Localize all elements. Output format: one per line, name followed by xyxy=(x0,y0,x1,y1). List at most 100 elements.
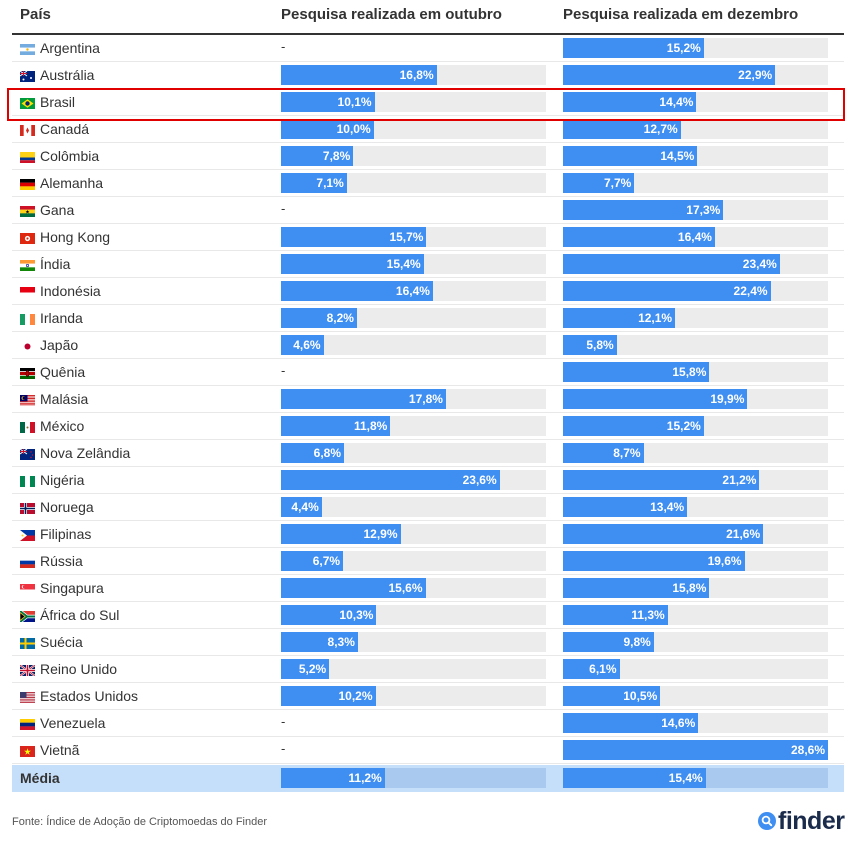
bar-oct: 8,2% xyxy=(281,308,357,328)
bar-track-oct: 5,2% xyxy=(281,659,546,679)
canada-flag xyxy=(20,123,36,136)
bar-track-dec: 21,2% xyxy=(563,470,828,490)
table-row: África do Sul 10,3% 11,3% xyxy=(12,602,844,629)
bar-track-dec: 23,4% xyxy=(563,254,828,274)
header-october: Pesquisa realizada em outubro xyxy=(281,6,502,23)
country-name: África do Sul xyxy=(40,607,120,623)
country-name: Suécia xyxy=(40,634,83,650)
table-row: Colômbia 7,8% 14,5% xyxy=(12,143,844,170)
south-africa-flag xyxy=(18,609,35,624)
country-name: Argentina xyxy=(40,40,100,56)
bar-track-dec: 17,3% xyxy=(563,200,828,220)
bar-oct: 16,4% xyxy=(281,281,433,301)
bar-track-oct: 11,8% xyxy=(281,416,546,436)
country-name: Brasil xyxy=(40,94,76,110)
value-label: 12,7% xyxy=(643,122,678,136)
bar-oct: 10,2% xyxy=(281,686,376,706)
table-row: Índia 15,4% 23,4% xyxy=(12,251,844,278)
bar-track-dec: 15,8% xyxy=(563,362,828,382)
value-label: 15,4% xyxy=(668,771,703,785)
value-label: 14,4% xyxy=(659,95,694,109)
value-label: 10,2% xyxy=(338,689,373,703)
value-label: 10,0% xyxy=(336,122,371,136)
bar-dec: 21,2% xyxy=(563,470,760,490)
no-data-label: - xyxy=(281,741,286,756)
sweden-flag xyxy=(20,636,35,649)
bar-dec: 5,8% xyxy=(563,335,617,355)
country-name: Indonésia xyxy=(40,283,101,299)
bar-oct: 23,6% xyxy=(281,470,500,490)
value-label: 10,3% xyxy=(339,608,374,622)
bar-dec: 15,2% xyxy=(563,38,704,58)
bar-track-dec: 16,4% xyxy=(563,227,828,247)
bar-track-dec: 15,8% xyxy=(563,578,828,598)
bar-oct: 7,8% xyxy=(281,146,354,166)
country-name: Gana xyxy=(40,202,75,218)
brazil-flag xyxy=(20,96,35,109)
country-name: Venezuela xyxy=(40,715,106,731)
value-label: 5,2% xyxy=(298,662,327,676)
bar-dec: 22,4% xyxy=(563,281,771,301)
bar-dec: 19,6% xyxy=(563,551,745,571)
bar-track-oct: 23,6% xyxy=(281,470,546,490)
bar-dec: 12,1% xyxy=(563,308,676,328)
table-row: Indonésia 16,4% 22,4% xyxy=(12,278,844,305)
hong-kong-flag xyxy=(20,231,35,244)
value-label: 15,6% xyxy=(388,581,423,595)
bar-track-dec: 22,9% xyxy=(563,65,828,85)
bar-dec: 8,7% xyxy=(563,443,644,463)
average-row: Média 11,2% 15,4% xyxy=(12,765,844,792)
bar-track-oct: 15,4% xyxy=(281,254,546,274)
bar-track-dec: 5,8% xyxy=(563,335,828,355)
argentina-flag xyxy=(20,42,35,56)
bar-track-dec: 14,5% xyxy=(563,146,828,166)
value-label: 12,9% xyxy=(363,527,398,541)
bar-track-oct: 11,2% xyxy=(281,768,546,788)
table-row: Brasil 10,1% 14,4% xyxy=(12,89,844,116)
bar-track-oct: - xyxy=(281,200,546,220)
bar-track-dec: 13,4% xyxy=(563,497,828,517)
no-data-label: - xyxy=(281,201,286,216)
value-label: 11,2% xyxy=(348,771,382,785)
bar-dec: 15,8% xyxy=(563,362,710,382)
bar-track-oct: - xyxy=(281,740,546,760)
bar-dec: 12,7% xyxy=(563,119,681,139)
value-label: 8,3% xyxy=(327,635,355,649)
value-label: 22,4% xyxy=(733,284,768,298)
table-row: Irlanda 8,2% 12,1% xyxy=(12,305,844,332)
value-label: 8,2% xyxy=(326,311,354,325)
bar-oct: 15,6% xyxy=(281,578,426,598)
table-row: Rússia 6,7% 19,6% xyxy=(12,548,844,575)
bar-track-oct: 8,3% xyxy=(281,632,546,652)
table-row: Canadá 10,0% 12,7% xyxy=(12,116,844,143)
value-label: 15,7% xyxy=(389,230,424,244)
bar-track-oct: 10,0% xyxy=(281,119,546,139)
bar-oct: 16,8% xyxy=(281,65,437,85)
bar-dec: 14,4% xyxy=(563,92,697,112)
table-row: Reino Unido 5,2% 6,1% xyxy=(12,656,844,683)
bar-oct: 4,4% xyxy=(281,497,322,517)
value-label: 7,1% xyxy=(316,176,344,190)
no-data-label: - xyxy=(281,39,286,54)
country-name: Canadá xyxy=(40,121,90,137)
bar-track-oct: 10,1% xyxy=(281,92,546,112)
value-label: 11,3% xyxy=(631,608,665,622)
bar-track-oct: - xyxy=(281,713,546,733)
table-row: Suécia 8,3% 9,8% xyxy=(12,629,844,656)
bar-oct: 10,0% xyxy=(281,119,374,139)
bar-dec: 11,3% xyxy=(563,605,668,625)
value-label: 17,8% xyxy=(408,392,443,406)
bar-track-oct: 6,7% xyxy=(281,551,546,571)
bar-track-dec: 15,4% xyxy=(563,768,828,788)
average-label: Média xyxy=(20,770,60,786)
bar-track-dec: 12,1% xyxy=(563,308,828,328)
value-label: 7,8% xyxy=(322,149,351,163)
bar-dec: 23,4% xyxy=(563,254,780,274)
value-label: 16,4% xyxy=(677,230,712,244)
bar-dec: 17,3% xyxy=(563,200,724,220)
value-label: 10,5% xyxy=(623,689,658,703)
table-row: Gana - 17,3% xyxy=(12,197,844,224)
value-label: 21,6% xyxy=(726,527,761,541)
bar-oct: 12,9% xyxy=(281,524,401,544)
bar-dec: 15,2% xyxy=(563,416,704,436)
